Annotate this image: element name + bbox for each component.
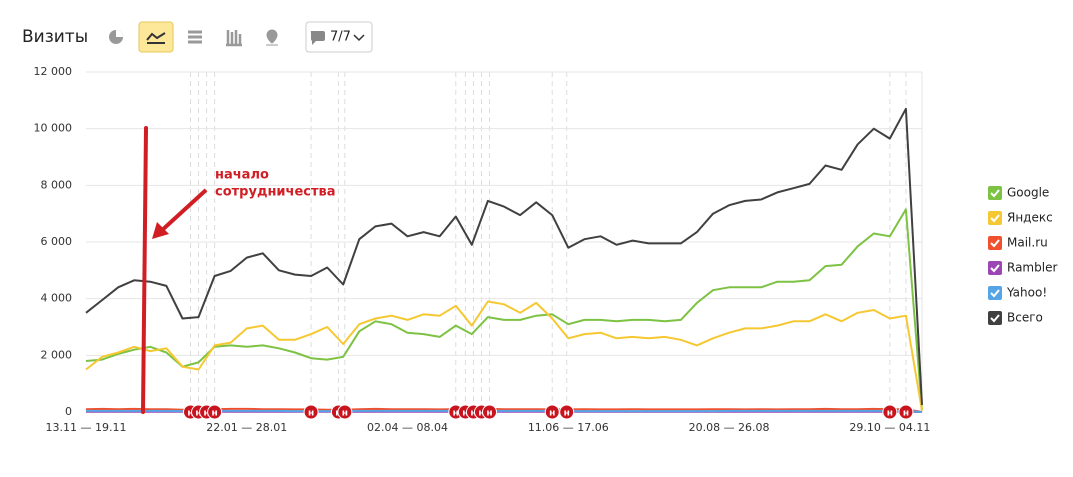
note-marker-label: н bbox=[887, 409, 893, 419]
x-tick-label: 02.04 — 08.04 bbox=[367, 421, 448, 434]
legend-checkbox[interactable] bbox=[988, 286, 1002, 300]
area-button[interactable] bbox=[188, 32, 202, 42]
pie-button[interactable] bbox=[109, 30, 123, 44]
y-tick-label: 10 000 bbox=[34, 122, 73, 135]
annotation-text: сотрудничества bbox=[215, 185, 336, 200]
x-tick-label: 22.01 — 28.01 bbox=[206, 421, 287, 434]
note-marker-label: н bbox=[342, 409, 348, 419]
note-marker-label: н bbox=[549, 409, 555, 419]
note-marker-label: н bbox=[486, 409, 492, 419]
y-tick-label: 12 000 bbox=[34, 65, 73, 78]
note-marker-label: н bbox=[564, 409, 570, 419]
annotation-text: начало bbox=[215, 168, 269, 183]
y-tick-label: 4 000 bbox=[41, 292, 73, 305]
y-tick-label: 0 bbox=[65, 405, 72, 418]
x-tick-label: 11.06 — 17.06 bbox=[528, 421, 609, 434]
legend-checkbox[interactable] bbox=[988, 186, 1002, 200]
legend-label: Rambler bbox=[1007, 261, 1057, 275]
note-marker-label: н bbox=[308, 409, 314, 419]
x-tick-label: 13.11 — 19.11 bbox=[46, 421, 127, 434]
legend-label: Яндекс bbox=[1007, 211, 1053, 225]
note-marker-label: н bbox=[212, 409, 218, 419]
legend-label: Google bbox=[1007, 186, 1049, 200]
legend-label: Yahoo! bbox=[1006, 286, 1047, 300]
notes-filter-label: 7/7 bbox=[330, 30, 351, 45]
legend-checkbox[interactable] bbox=[988, 261, 1002, 275]
y-tick-label: 6 000 bbox=[41, 235, 73, 248]
y-tick-label: 8 000 bbox=[41, 178, 73, 191]
page-title: Визиты bbox=[22, 27, 88, 47]
legend-checkbox[interactable] bbox=[988, 311, 1002, 325]
y-tick-label: 2 000 bbox=[41, 348, 73, 361]
legend-label: Всего bbox=[1007, 311, 1043, 325]
legend-label: Mail.ru bbox=[1007, 236, 1048, 250]
note-marker-label: н bbox=[453, 409, 459, 419]
x-tick-label: 20.08 — 26.08 bbox=[689, 421, 770, 434]
legend-checkbox[interactable] bbox=[988, 236, 1002, 250]
note-marker-label: н bbox=[903, 409, 909, 419]
legend-checkbox[interactable] bbox=[988, 211, 1002, 225]
x-tick-label: 29.10 — 04.11 bbox=[849, 421, 930, 434]
